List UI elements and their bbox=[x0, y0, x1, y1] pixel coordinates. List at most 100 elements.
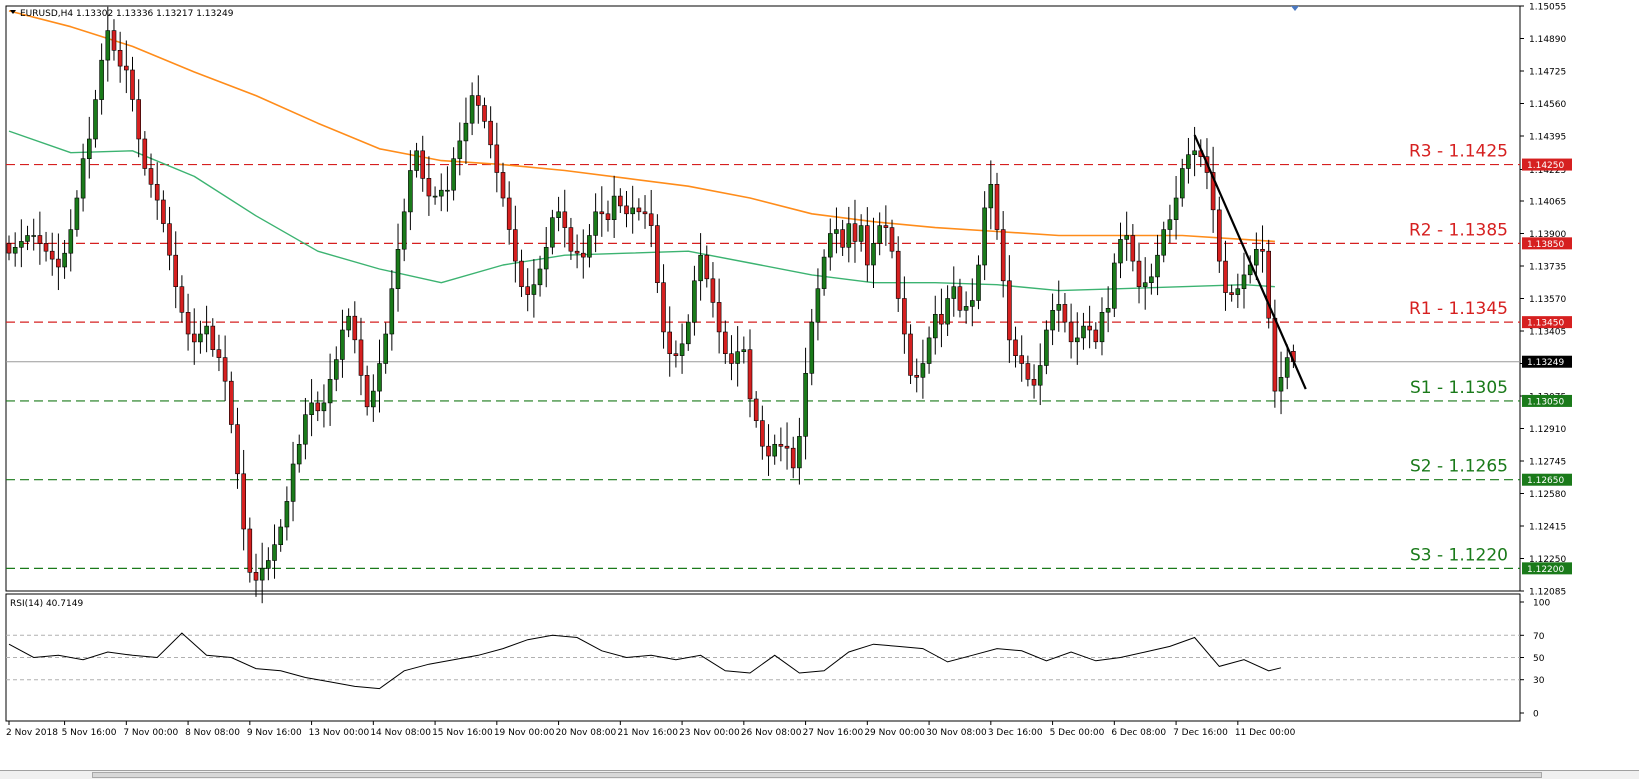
candle-body bbox=[222, 357, 228, 382]
candle-body bbox=[951, 286, 957, 299]
level-tag-text-R1: 1.13450 bbox=[1527, 319, 1564, 329]
price-axis-label: 1.14395 bbox=[1529, 133, 1566, 143]
scrollbar-thumb[interactable] bbox=[92, 772, 1542, 778]
candle-body bbox=[939, 313, 944, 325]
time-axis-label: 27 Nov 16:00 bbox=[803, 728, 864, 738]
candle-body bbox=[389, 288, 395, 335]
time-axis-label: 6 Dec 08:00 bbox=[1111, 728, 1166, 738]
price-axis-label: 1.13900 bbox=[1529, 230, 1566, 240]
candle-body bbox=[685, 321, 691, 345]
candle-body bbox=[154, 184, 160, 201]
candle-body bbox=[803, 372, 808, 437]
level-tag-S3 bbox=[1522, 562, 1572, 575]
price-axis-label: 1.14725 bbox=[1529, 68, 1566, 78]
candle-body bbox=[56, 258, 61, 268]
time-axis-label: 3 Dec 16:00 bbox=[988, 728, 1043, 738]
candle-body bbox=[926, 337, 932, 364]
candle-body bbox=[482, 105, 487, 122]
candle-body bbox=[247, 528, 253, 573]
time-axis-label: 5 Nov 16:00 bbox=[62, 728, 117, 738]
candle-body bbox=[982, 207, 987, 266]
candle-body bbox=[401, 211, 407, 250]
candle-body bbox=[1167, 219, 1173, 230]
candle-body bbox=[840, 229, 845, 248]
candle-body bbox=[31, 235, 37, 237]
candle-body bbox=[1180, 168, 1185, 199]
candle-body bbox=[784, 445, 790, 449]
candle-body bbox=[124, 65, 129, 71]
candle-body bbox=[346, 315, 351, 331]
candle-body bbox=[568, 227, 574, 252]
candle-body bbox=[1007, 280, 1012, 341]
candle-body bbox=[173, 254, 178, 287]
chart-header: EURUSD,H4 1.13302 1.13336 1.13217 1.1324… bbox=[20, 9, 234, 19]
candle-body bbox=[432, 195, 438, 198]
candle-body bbox=[438, 189, 444, 197]
candle-body bbox=[1266, 250, 1271, 319]
candle-body bbox=[1186, 154, 1191, 169]
rsi-axis-label: 0 bbox=[1533, 710, 1539, 720]
candle-body bbox=[327, 378, 333, 404]
candle-body bbox=[642, 211, 648, 215]
time-axis-label: 29 Nov 00:00 bbox=[864, 728, 925, 738]
candle-body bbox=[1161, 229, 1166, 256]
candle-body bbox=[790, 447, 796, 469]
candle-body bbox=[902, 298, 907, 335]
candle-body bbox=[624, 205, 629, 215]
candle-body bbox=[1081, 325, 1086, 339]
level-tag-S1 bbox=[1522, 394, 1572, 407]
price-axis-label: 1.14065 bbox=[1529, 198, 1566, 208]
candle-body bbox=[284, 501, 290, 528]
candle-body bbox=[352, 315, 358, 341]
candle-body bbox=[920, 363, 926, 378]
candle-body bbox=[543, 247, 549, 270]
candle-body bbox=[1118, 239, 1123, 264]
time-axis-label: 13 Nov 00:00 bbox=[309, 728, 370, 738]
candle-body bbox=[1223, 260, 1228, 293]
candle-body bbox=[420, 150, 426, 179]
candle-body bbox=[1112, 262, 1117, 309]
candle-body bbox=[760, 420, 765, 447]
candle-body bbox=[253, 571, 259, 581]
candle-body bbox=[729, 353, 734, 364]
level-label-S2: S2 - 1.1265 bbox=[1410, 457, 1508, 477]
candle-body bbox=[1278, 376, 1284, 392]
candle-body bbox=[408, 170, 413, 213]
levels-layer: R3 - 1.1425 1.14250 R2 - 1.1385 1.13850 R1 -… bbox=[6, 142, 1572, 575]
candle-body bbox=[377, 363, 382, 392]
candle-body bbox=[241, 473, 246, 530]
dropdown-triangle-icon bbox=[10, 10, 16, 14]
candle-body bbox=[358, 339, 364, 376]
candle-body bbox=[333, 359, 339, 380]
candle-body bbox=[1173, 197, 1179, 221]
time-axis-label: 23 Nov 00:00 bbox=[679, 728, 740, 738]
candle-body bbox=[99, 59, 104, 100]
candle-body bbox=[889, 227, 895, 252]
price-axis-label: 1.12580 bbox=[1529, 490, 1566, 500]
candle-body bbox=[593, 211, 598, 236]
candle-body bbox=[630, 207, 636, 215]
price-axis-label: 1.14890 bbox=[1529, 35, 1566, 45]
candle-body bbox=[142, 138, 148, 169]
candle-body bbox=[93, 99, 98, 140]
candle-body bbox=[278, 526, 284, 546]
candle-body bbox=[716, 302, 722, 333]
candle-body bbox=[648, 213, 654, 226]
candle-body bbox=[309, 402, 314, 415]
candle-body bbox=[395, 249, 401, 290]
candle-body bbox=[994, 184, 1000, 230]
time-axis-label: 20 Nov 08:00 bbox=[556, 728, 617, 738]
candle-body bbox=[858, 225, 864, 242]
candle-body bbox=[741, 349, 747, 353]
candle-body bbox=[463, 122, 469, 142]
candle-body bbox=[550, 217, 555, 248]
candle-body bbox=[679, 343, 685, 356]
candle-body bbox=[167, 223, 172, 256]
level-tag-text-S2: 1.12650 bbox=[1527, 476, 1564, 486]
candle-body bbox=[1087, 325, 1092, 331]
candle-body bbox=[766, 445, 771, 457]
candle-body bbox=[772, 443, 778, 457]
candle-body bbox=[62, 252, 67, 268]
candle-body bbox=[303, 414, 308, 445]
level-label-R2: R2 - 1.1385 bbox=[1409, 220, 1508, 240]
